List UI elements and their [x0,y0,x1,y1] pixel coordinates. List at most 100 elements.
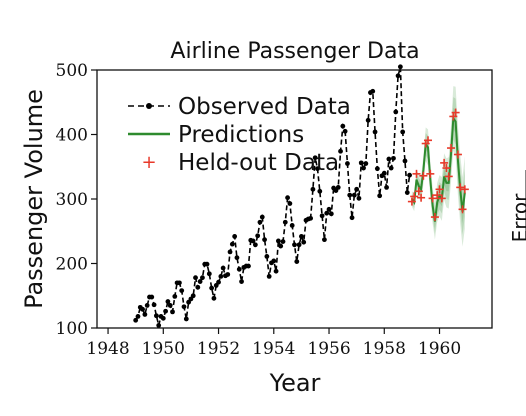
observed-point [170,309,175,315]
observed-point [278,243,284,249]
observed-point [358,160,364,166]
observed-point [381,170,387,176]
y-axis-ticks: 100 200 300 400 500 [56,61,97,339]
y-tick-label: 100 [56,319,88,339]
observed-point [345,161,350,166]
heldout-point [435,185,444,194]
heldout-marker-layer [407,108,469,222]
observed-point [285,195,290,201]
observed-point [301,239,307,245]
observed-point [287,201,293,206]
observed-point [211,295,217,301]
prediction-band-layer [411,86,465,247]
observed-point [391,155,396,161]
observed-point [197,279,203,284]
observed-point [151,302,157,308]
observed-point [282,219,288,225]
observed-point [250,238,256,244]
observed-point [135,313,141,319]
heldout-point [407,197,416,206]
observed-point [372,129,378,135]
observed-point [354,186,360,192]
y-tick-label: 500 [56,61,88,81]
observed-point [351,192,357,198]
observed-point [149,294,155,300]
observed-point [206,271,212,277]
observed-point [163,308,168,314]
observed-point [397,64,403,70]
observed-point [255,233,261,239]
prediction-band-0 [411,86,465,247]
observed-point [347,192,353,198]
observed-point [370,88,376,94]
observed-point [264,254,270,259]
heldout-point [414,187,423,196]
heldout-point [453,150,462,159]
y-tick-label: 300 [56,190,88,210]
heldout-point [460,185,469,194]
observed-point [181,304,187,310]
heldout-point [428,194,437,203]
x-tick-label: 1948 [86,339,129,359]
observed-point [220,265,226,271]
observed-point [328,211,334,217]
x-tick-label: 1952 [197,339,240,359]
observed-point [294,259,300,264]
observed-point [388,165,394,171]
observed-point [234,255,240,261]
observed-point [216,279,221,285]
y-axis-label: Passenger Volume [20,89,48,309]
observed-point [356,195,362,201]
x-tick-label: 1958 [363,339,406,359]
observed-point [172,293,178,299]
observed-point [349,215,355,221]
observed-point [200,275,205,281]
observed-point [326,206,332,212]
observed-point [193,275,198,281]
series-layer [133,64,466,328]
observed-point [319,213,325,219]
observed-point [156,323,162,328]
observed-point [142,312,148,317]
observed-point [167,303,173,308]
observed-point [160,315,166,321]
heldout-point [433,191,442,200]
heldout-point [451,108,460,117]
observed-point [275,238,281,244]
observed-point [236,266,242,272]
observed-point [361,165,366,171]
observed-point [153,313,159,319]
heldout-point [426,169,435,178]
observed-point [229,241,235,247]
observed-point [165,299,171,304]
chart-title: Airline Passenger Data [170,39,419,64]
legend-label-predictions: Predictions [178,122,304,148]
observed-point [252,242,258,248]
observed-point [386,156,392,162]
observed-point [377,193,383,199]
observed-point [177,280,182,286]
heldout-point [458,205,467,214]
observed-point [393,109,399,115]
legend-label-observed: Observed Data [178,94,351,120]
observed-point [312,155,318,161]
observed-point [395,73,401,79]
observed-point [183,316,189,322]
observed-point [365,117,371,123]
heldout-point [440,158,449,167]
observed-point [273,268,279,274]
observed-point [140,306,145,312]
observed-point [179,288,185,293]
observed-point [190,293,196,299]
observed-point [310,186,316,192]
observed-point [338,148,343,154]
observed-point [400,129,406,135]
observed-point [298,234,304,239]
heldout-point [442,164,451,173]
observed-point [271,258,277,264]
x-axis-ticks: 1948 1950 1952 1954 1956 1958 1960 [86,328,461,359]
x-tick-label: 1950 [142,339,185,359]
observed-point [259,214,265,220]
observed-point [218,274,224,279]
heldout-point [437,194,446,203]
